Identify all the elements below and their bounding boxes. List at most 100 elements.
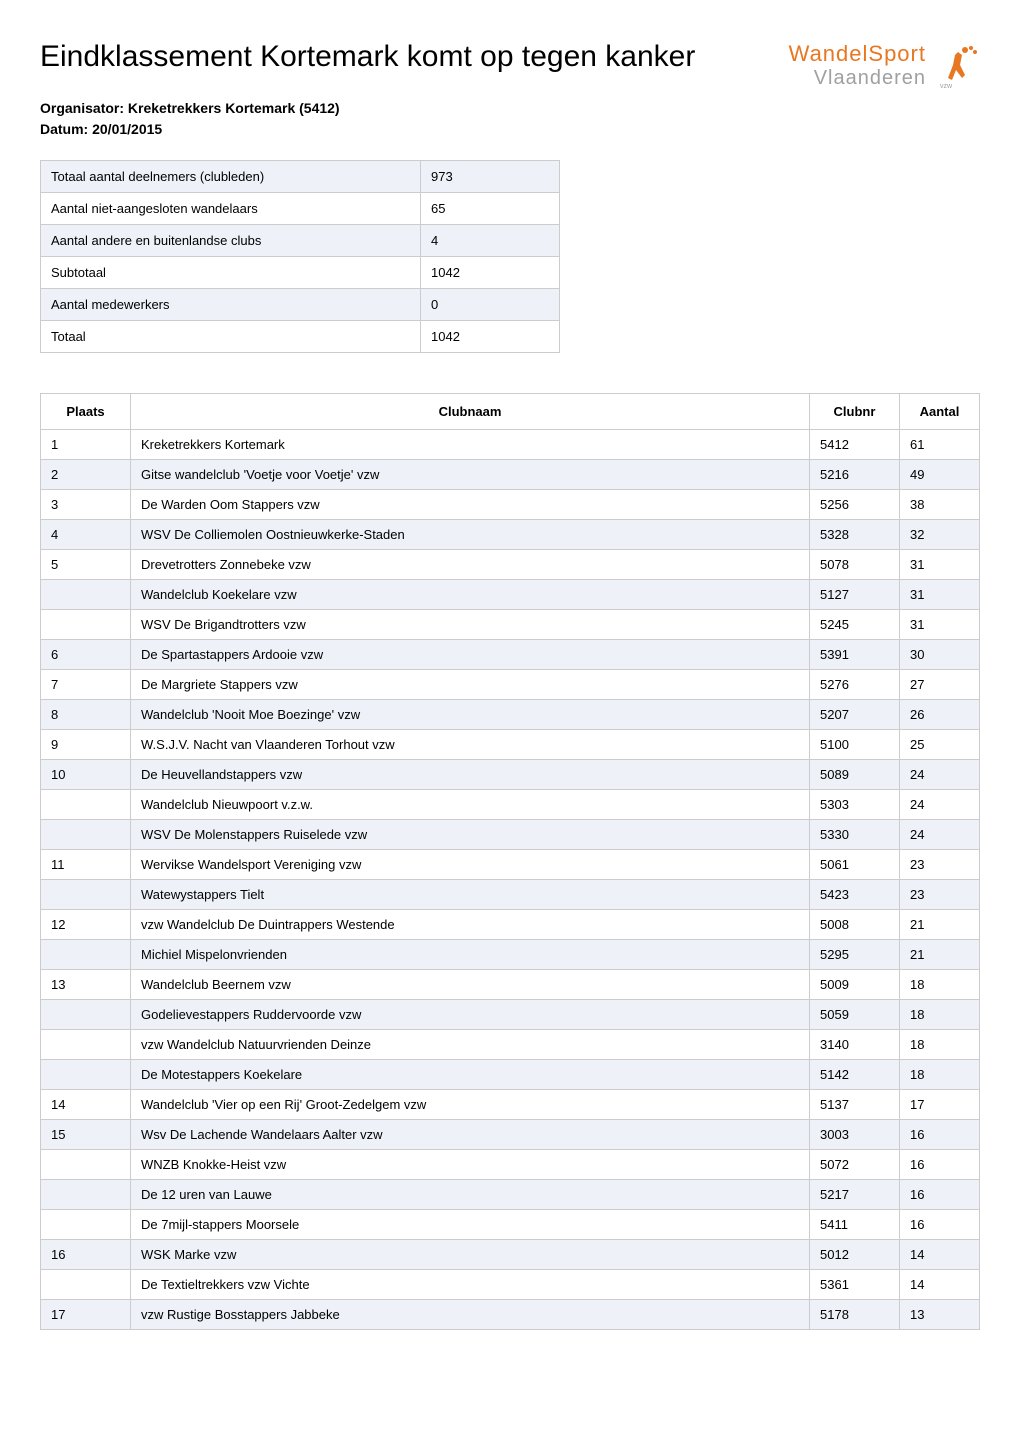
table-row: vzw Wandelclub Natuurvrienden Deinze3140… [41,1030,980,1060]
cell-plaats: 9 [41,730,131,760]
summary-row: Totaal aantal deelnemers (clubleden)973 [41,161,560,193]
cell-aantal: 38 [900,490,980,520]
cell-clubnr: 5330 [810,820,900,850]
cell-clubnaam: Godelievestappers Ruddervoorde vzw [131,1000,810,1030]
cell-clubnr: 5276 [810,670,900,700]
summary-row: Aantal medewerkers0 [41,289,560,321]
cell-clubnaam: vzw Wandelclub Natuurvrienden Deinze [131,1030,810,1060]
cell-clubnaam: De Warden Oom Stappers vzw [131,490,810,520]
cell-plaats [41,580,131,610]
summary-value: 1042 [421,321,560,353]
cell-plaats: 3 [41,490,131,520]
summary-value: 973 [421,161,560,193]
cell-aantal: 17 [900,1090,980,1120]
table-row: 11Wervikse Wandelsport Vereniging vzw506… [41,850,980,880]
cell-plaats: 12 [41,910,131,940]
cell-clubnr: 5412 [810,430,900,460]
header-aantal: Aantal [900,394,980,430]
table-row: Wandelclub Koekelare vzw512731 [41,580,980,610]
cell-aantal: 21 [900,910,980,940]
cell-plaats: 4 [41,520,131,550]
cell-clubnr: 3140 [810,1030,900,1060]
cell-clubnr: 5295 [810,940,900,970]
cell-plaats [41,940,131,970]
cell-clubnr: 5012 [810,1240,900,1270]
cell-plaats: 17 [41,1300,131,1330]
cell-aantal: 14 [900,1240,980,1270]
logo-line2: Vlaanderen [814,67,926,90]
cell-clubnaam: Wandelclub 'Nooit Moe Boezinge' vzw [131,700,810,730]
page-title: Eindklassement Kortemark komt op tegen k… [40,40,695,74]
table-row: 1Kreketrekkers Kortemark541261 [41,430,980,460]
cell-clubnr: 5178 [810,1300,900,1330]
cell-clubnaam: De Spartastappers Ardooie vzw [131,640,810,670]
table-row: Godelievestappers Ruddervoorde vzw505918 [41,1000,980,1030]
cell-clubnaam: WSK Marke vzw [131,1240,810,1270]
cell-aantal: 18 [900,970,980,1000]
summary-label: Aantal medewerkers [41,289,421,321]
cell-plaats [41,1180,131,1210]
cell-plaats: 15 [41,1120,131,1150]
cell-clubnaam: Wsv De Lachende Wandelaars Aalter vzw [131,1120,810,1150]
header-clubnr: Clubnr [810,394,900,430]
cell-plaats [41,880,131,910]
table-row: WSV De Brigandtrotters vzw524531 [41,610,980,640]
subheader: Organisator: Kreketrekkers Kortemark (54… [40,98,980,140]
cell-plaats [41,1000,131,1030]
cell-clubnr: 5303 [810,790,900,820]
table-row: WSV De Molenstappers Ruiselede vzw533024 [41,820,980,850]
cell-clubnaam: Wandelclub Koekelare vzw [131,580,810,610]
cell-aantal: 24 [900,790,980,820]
summary-value: 65 [421,193,560,225]
logo: WandelSport Vlaanderen vzw [789,40,980,90]
summary-label: Aantal andere en buitenlandse clubs [41,225,421,257]
cell-clubnr: 5216 [810,460,900,490]
table-row: 7De Margriete Stappers vzw527627 [41,670,980,700]
cell-aantal: 23 [900,850,980,880]
table-row: De Motestappers Koekelare514218 [41,1060,980,1090]
table-row: De 7mijl-stappers Moorsele541116 [41,1210,980,1240]
cell-clubnr: 5100 [810,730,900,760]
logo-walker-icon: vzw [930,40,980,90]
cell-plaats: 8 [41,700,131,730]
cell-aantal: 26 [900,700,980,730]
ranking-header-row: Plaats Clubnaam Clubnr Aantal [41,394,980,430]
summary-value: 4 [421,225,560,257]
cell-clubnr: 5142 [810,1060,900,1090]
table-row: Wandelclub Nieuwpoort v.z.w.530324 [41,790,980,820]
cell-aantal: 31 [900,580,980,610]
cell-clubnaam: Wandelclub Nieuwpoort v.z.w. [131,790,810,820]
cell-aantal: 16 [900,1210,980,1240]
table-row: Watewystappers Tielt542323 [41,880,980,910]
cell-clubnaam: WSV De Brigandtrotters vzw [131,610,810,640]
cell-clubnaam: WSV De Colliemolen Oostnieuwkerke-Staden [131,520,810,550]
table-row: 2Gitse wandelclub 'Voetje voor Voetje' v… [41,460,980,490]
page-header: Eindklassement Kortemark komt op tegen k… [40,40,980,90]
cell-clubnaam: Wandelclub Beernem vzw [131,970,810,1000]
cell-plaats: 1 [41,430,131,460]
cell-clubnr: 5256 [810,490,900,520]
cell-clubnaam: Michiel Mispelonvrienden [131,940,810,970]
cell-plaats [41,820,131,850]
date-label: Datum: 20/01/2015 [40,119,980,140]
summary-row: Aantal niet-aangesloten wandelaars65 [41,193,560,225]
cell-plaats: 14 [41,1090,131,1120]
summary-row: Subtotaal1042 [41,257,560,289]
logo-text: WandelSport Vlaanderen [789,41,926,90]
table-row: 4WSV De Colliemolen Oostnieuwkerke-Stade… [41,520,980,550]
cell-aantal: 21 [900,940,980,970]
cell-clubnaam: Wervikse Wandelsport Vereniging vzw [131,850,810,880]
cell-plaats [41,1030,131,1060]
cell-aantal: 31 [900,550,980,580]
cell-clubnaam: Kreketrekkers Kortemark [131,430,810,460]
table-row: 3De Warden Oom Stappers vzw525638 [41,490,980,520]
cell-clubnr: 5137 [810,1090,900,1120]
cell-clubnr: 5072 [810,1150,900,1180]
cell-aantal: 18 [900,1000,980,1030]
cell-aantal: 16 [900,1120,980,1150]
cell-clubnaam: WSV De Molenstappers Ruiselede vzw [131,820,810,850]
cell-plaats: 7 [41,670,131,700]
table-row: De Textieltrekkers vzw Vichte536114 [41,1270,980,1300]
summary-label: Aantal niet-aangesloten wandelaars [41,193,421,225]
cell-clubnr: 5127 [810,580,900,610]
